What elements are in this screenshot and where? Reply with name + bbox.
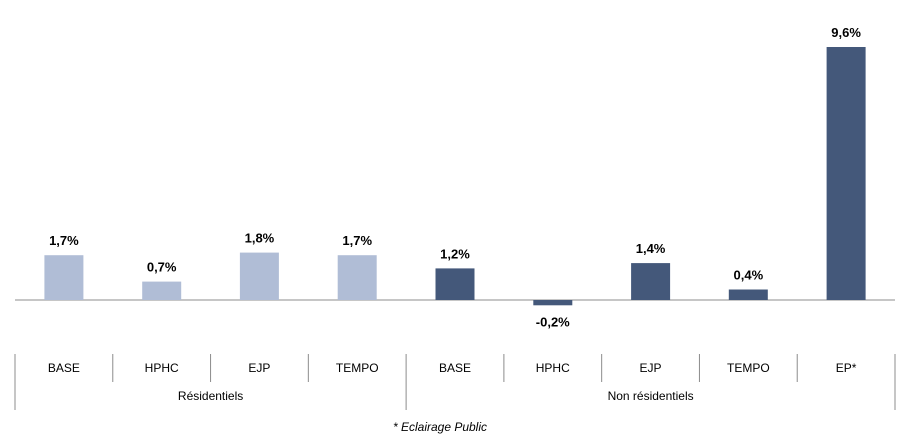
bar <box>337 255 377 300</box>
data-label: 1,2% <box>440 246 470 261</box>
data-label: 1,8% <box>245 231 275 246</box>
category-label: TEMPO <box>727 361 770 375</box>
category-label: EJP <box>640 361 662 375</box>
bar <box>533 300 573 306</box>
bar <box>826 47 866 300</box>
group-label: Non résidentiels <box>608 389 694 403</box>
data-label: 0,4% <box>734 268 764 283</box>
data-label: -0,2% <box>536 314 570 329</box>
category-label: HPHC <box>536 361 570 375</box>
category-label: BASE <box>439 361 471 375</box>
category-label: EP* <box>836 361 857 375</box>
bar <box>728 289 768 300</box>
bars-layer <box>44 47 866 306</box>
data-label: 1,7% <box>49 233 79 248</box>
category-label: TEMPO <box>336 361 379 375</box>
axis-layer <box>14 299 896 410</box>
labels-layer: 1,7% BASE 0,7% HPHC 1,8% EJP 1,7% TEMPO 1,2% BASE… <box>48 25 861 403</box>
data-label: 1,7% <box>342 233 372 248</box>
category-label: BASE <box>48 361 80 375</box>
category-label: HPHC <box>145 361 179 375</box>
footnote: * Eclairage Public <box>392 420 488 434</box>
bar <box>435 268 475 300</box>
category-label: EJP <box>248 361 270 375</box>
group-label: Résidentiels <box>178 389 243 403</box>
bar <box>44 255 84 300</box>
bar <box>142 281 182 300</box>
data-label: 1,4% <box>636 241 666 256</box>
data-label: 9,6% <box>831 25 861 40</box>
bar <box>239 252 279 300</box>
data-label: 0,7% <box>147 260 177 275</box>
bar <box>631 263 671 300</box>
